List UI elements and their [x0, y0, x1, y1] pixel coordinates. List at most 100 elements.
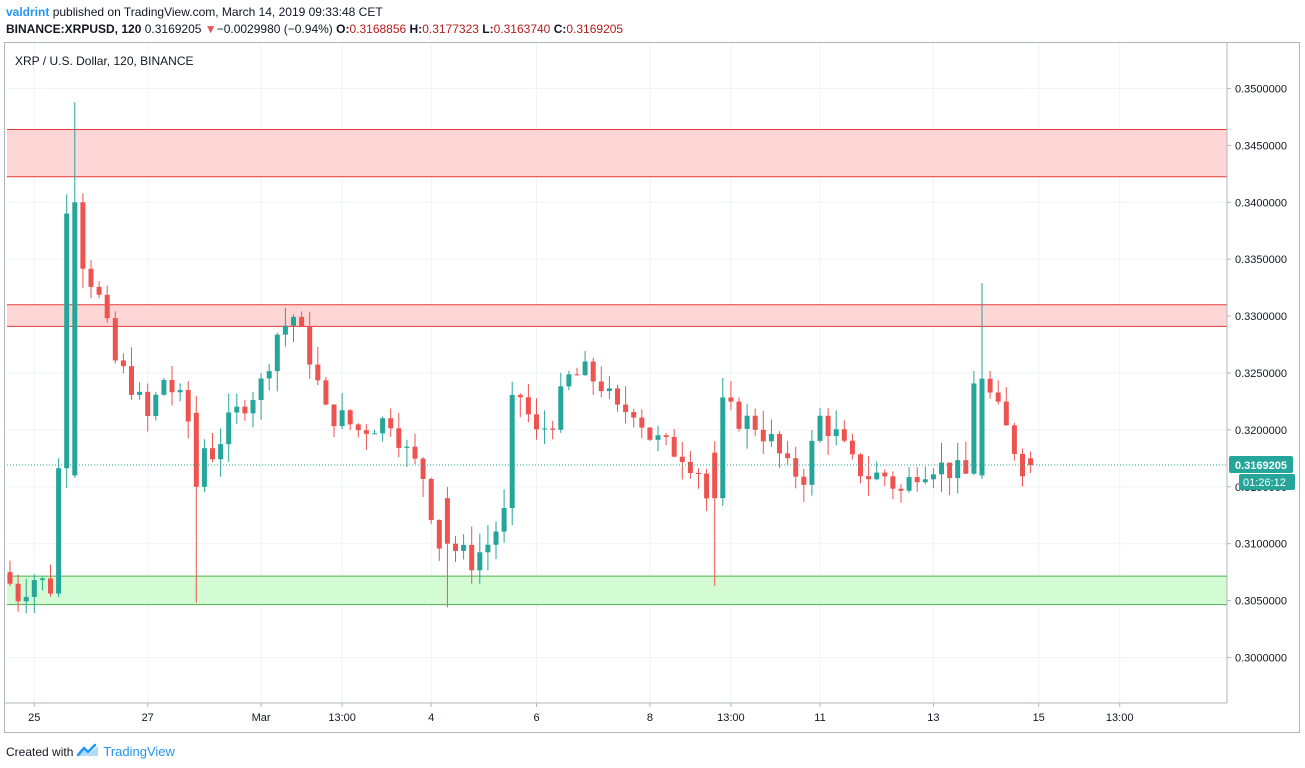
candle-body [777, 434, 782, 454]
candle-body [177, 390, 183, 393]
candle-body [720, 397, 726, 499]
price-chart[interactable]: 0.30000000.30500000.31000000.31500000.32… [5, 43, 1299, 732]
candle-body [833, 429, 839, 437]
candle-body [987, 378, 993, 393]
candle-body [542, 428, 548, 430]
tradingview-brand[interactable]: TradingView [103, 744, 175, 759]
chart-frame[interactable]: 0.30000000.30500000.31000000.31500000.32… [4, 42, 1300, 733]
candle-body [299, 316, 305, 327]
candle-body [153, 394, 159, 416]
time-tick-label: 25 [28, 712, 40, 724]
candle-body [550, 428, 556, 430]
candle-body [161, 379, 167, 395]
candle-body [323, 380, 329, 405]
candle-body [169, 379, 175, 393]
low-value: 0.3163740 [493, 22, 551, 36]
time-tick-label: 13:00 [717, 712, 745, 724]
candle-body [315, 364, 321, 381]
author-link[interactable]: valdrint [6, 5, 50, 19]
price-tick-label: 0.3350000 [1235, 254, 1287, 266]
candle-body [185, 390, 191, 422]
candle-body [201, 448, 207, 487]
candle-body [874, 472, 880, 480]
candle-body [7, 572, 13, 584]
last-price: 0.3169205 [144, 22, 202, 36]
support-zone [7, 576, 1227, 605]
candle-body [995, 392, 1001, 402]
candle-body [631, 412, 637, 418]
candle-body [971, 383, 977, 474]
time-tick-label: 6 [533, 712, 539, 724]
candle-body [501, 508, 507, 532]
candle-body [841, 429, 847, 441]
candle-body [1028, 458, 1034, 466]
candle-body [963, 460, 969, 474]
candle-body [793, 458, 799, 477]
candle-body [696, 472, 701, 474]
down-arrow-icon: ▼ [204, 22, 217, 36]
countdown-badge [1239, 473, 1295, 490]
candle-body [80, 202, 86, 269]
candle-body [355, 424, 361, 431]
time-tick-label: Mar [252, 712, 271, 724]
candle-body [258, 378, 264, 401]
candle-body [137, 391, 143, 395]
open-label: O: [336, 22, 350, 36]
candle-body [939, 462, 944, 475]
last-price-badge-text: 0.3169205 [1235, 460, 1287, 472]
candle-body [469, 544, 475, 571]
candle-body [129, 366, 134, 395]
candle-body [525, 397, 531, 415]
candle-body [679, 456, 685, 462]
open-value: 0.3168856 [349, 22, 407, 36]
price-tick-label: 0.3450000 [1235, 140, 1287, 152]
candle-body [250, 400, 256, 414]
candle-body [193, 412, 199, 487]
candle-body [712, 452, 718, 499]
candle-body [64, 213, 70, 469]
close-value: 0.3169205 [566, 22, 624, 36]
candle-body [477, 552, 483, 571]
candle-body [866, 476, 872, 480]
candle-body [890, 476, 896, 489]
candle-body [922, 479, 928, 483]
price-tick-label: 0.3500000 [1235, 84, 1287, 96]
candle-body [72, 202, 78, 476]
candle-body [461, 544, 467, 551]
axes: 0.30000000.30500000.31000000.31500000.32… [5, 43, 1295, 724]
candle-body [363, 430, 369, 434]
candle-body [930, 474, 936, 480]
candle-body [955, 460, 961, 479]
candle-body [48, 578, 53, 594]
candle-body [15, 583, 21, 602]
candle-body [380, 418, 386, 434]
time-tick-label: 27 [142, 712, 154, 724]
candle-body [412, 446, 418, 459]
chart-title: XRP / U.S. Dollar, 120, BINANCE [15, 54, 194, 68]
candle-body [96, 286, 102, 295]
candle-body [566, 374, 572, 387]
candle-body [606, 388, 612, 392]
candle-body [1011, 425, 1017, 454]
candle-body [882, 472, 888, 477]
price-tick-label: 0.3250000 [1235, 368, 1287, 380]
candle-body [307, 326, 313, 365]
candle-body [282, 325, 288, 335]
candle-body [242, 406, 248, 414]
candle-body [801, 476, 807, 485]
candle-body [428, 478, 434, 520]
candle-body [23, 596, 29, 602]
candle-body [493, 531, 499, 545]
candle-body [396, 428, 402, 448]
price-tick-label: 0.3050000 [1235, 596, 1287, 608]
candle-body [291, 316, 296, 326]
tradingview-logo-icon [77, 743, 99, 760]
candle-body [906, 477, 912, 491]
candle-body [509, 394, 515, 509]
candle-body [404, 446, 410, 448]
candle-body [752, 415, 758, 430]
candles [7, 102, 1034, 614]
candle-body [760, 429, 766, 442]
candle-body [768, 434, 774, 442]
candle-body [120, 360, 126, 367]
